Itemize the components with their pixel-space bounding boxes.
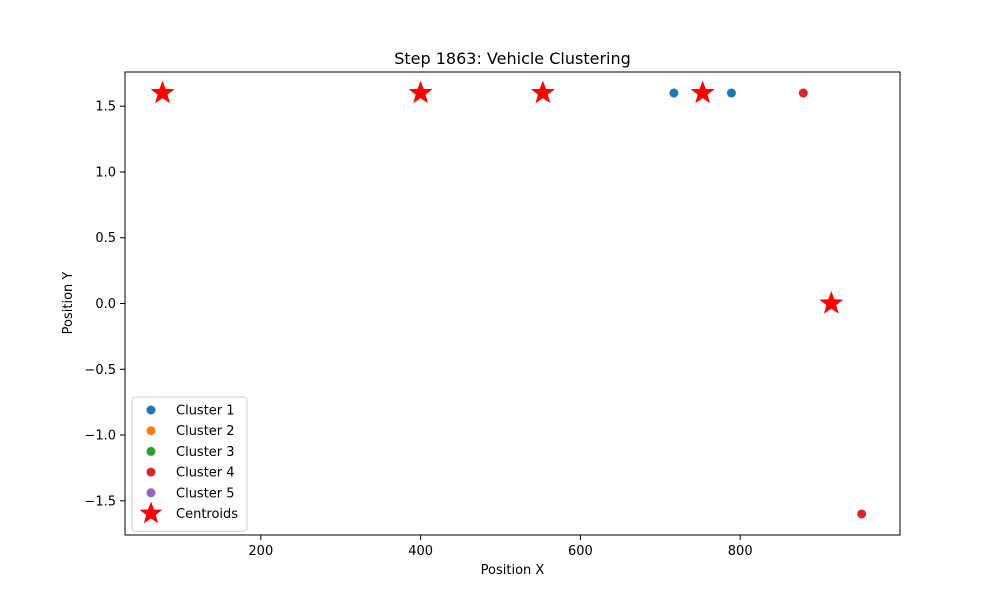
legend-marker [146,446,156,456]
y-tick-label: 0.0 [95,297,116,312]
y-axis-label: Position Y [61,272,76,335]
y-tick-label: 1.5 [95,100,116,115]
legend-marker [146,488,156,498]
centroid-star [690,80,715,104]
legend-label: Cluster 4 [176,466,235,481]
legend-marker [146,405,156,415]
legend-marker-star [139,501,163,524]
centroid-star [408,80,433,104]
y-tick-label: −1.5 [84,494,116,509]
legend-label: Cluster 3 [176,445,235,460]
legend-label: Centroids [176,507,238,522]
y-tick-label: 1.0 [95,165,116,180]
y-axis-ticks: −1.5 −1.0 −0.5 0.0 0.5 1.0 1.5 [84,100,125,509]
legend-marker [146,467,156,477]
centroid-star [530,80,555,104]
legend-label: Cluster 5 [176,486,235,501]
x-axis-label: Position X [481,563,545,578]
x-tick-label: 600 [568,544,593,559]
centroid-star [150,80,175,104]
legend-label: Cluster 2 [176,424,235,439]
data-point [798,88,808,98]
legend-marker [146,426,156,436]
x-tick-label: 400 [408,544,433,559]
x-axis-ticks: 200 400 600 800 [248,535,753,559]
x-tick-label: 200 [248,544,273,559]
legend-box [131,396,248,532]
centroid-star [819,291,844,314]
data-point [857,509,867,519]
x-tick-label: 800 [728,544,753,559]
y-tick-label: −0.5 [84,363,116,378]
legend: Cluster 1 Cluster 2 Cluster 3 Cluster 4 Clus… [131,396,248,532]
plot-marks [150,80,867,519]
y-tick-label: −1.0 [84,429,116,444]
y-tick-label: 0.5 [95,231,116,246]
chart-title: Step 1863: Vehicle Clustering [394,49,631,68]
data-point [726,88,736,98]
data-point [669,88,679,98]
legend-label: Cluster 1 [176,404,235,419]
